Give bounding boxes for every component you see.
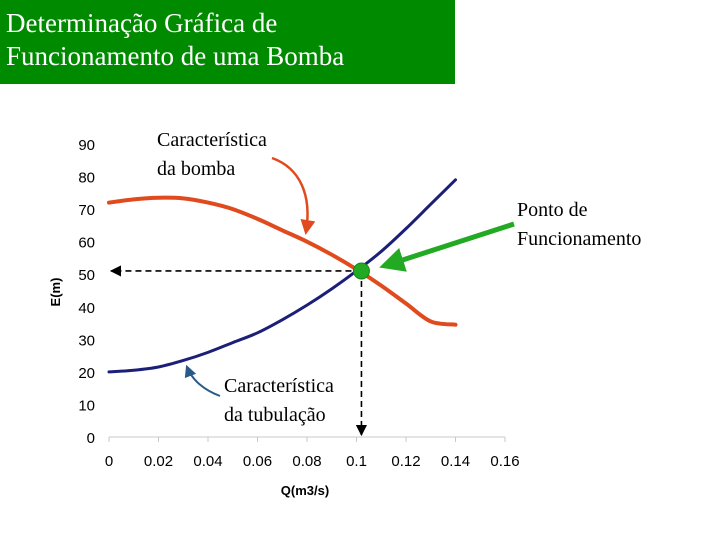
y-axis-label: E(m): [48, 278, 63, 307]
x-tick-label: 0: [105, 453, 113, 470]
y-tick-label: 10: [78, 397, 95, 414]
point-label-line2: Funcionamento: [517, 228, 641, 250]
x-tick-label: 0.08: [292, 453, 321, 470]
point-label-arrow: [379, 221, 515, 272]
slide-title-line1: Determinação Gráfica de: [6, 8, 278, 38]
x-axis-label: Q(m3/s): [281, 483, 329, 498]
x-tick-label: 0.04: [193, 453, 222, 470]
operating-point-guides: [109, 265, 368, 437]
y-tick-label: 90: [78, 137, 95, 154]
x-tick-labels: 0 0.02 0.04 0.06 0.08 0.1 0.12 0.14 0.16: [105, 453, 520, 470]
slide-title: Determinação Gráfica de Funcionamento de…: [0, 0, 455, 84]
x-tick-label: 0.14: [441, 453, 470, 470]
pump-label-line2: da bomba: [157, 158, 235, 180]
pump-curve-line: [107, 195, 458, 327]
system-label-line2: da tubulação: [224, 404, 326, 426]
x-tick-label: 0.16: [490, 453, 519, 470]
system-curve-line: [107, 178, 457, 374]
y-tick-label: 30: [78, 332, 95, 349]
y-tick-label: 40: [78, 300, 95, 317]
operating-point: [352, 262, 370, 280]
system-label-arrow: [184, 364, 221, 397]
y-tick-label: 20: [78, 365, 95, 382]
x-tick-label: 0.1: [346, 453, 367, 470]
y-tick-label: 80: [78, 170, 95, 187]
slide-title-line2: Funcionamento de uma Bomba: [6, 41, 345, 71]
system-label-line1: Característica: [224, 375, 334, 397]
x-tick-label: 0.06: [243, 453, 272, 470]
pump-label-arrow: [271, 156, 316, 235]
y-tick-label: 50: [78, 267, 95, 284]
y-tick-label: 70: [78, 202, 95, 219]
annotations: Característica da bomba Característica d…: [157, 129, 641, 426]
y-tick-label: 60: [78, 235, 95, 252]
y-tick-label: 0: [87, 430, 95, 447]
x-tick-label: 0.12: [391, 453, 420, 470]
chart-series: [107, 178, 458, 374]
pump-label-line1: Característica: [157, 129, 267, 151]
point-label-line1: Ponto de: [517, 199, 588, 221]
y-tick-labels: 0 10 20 30 40 50 60 70 80 90: [78, 137, 95, 447]
chart-axes: [108, 436, 506, 442]
operating-point-marker: [352, 262, 370, 280]
x-tick-label: 0.02: [144, 453, 173, 470]
